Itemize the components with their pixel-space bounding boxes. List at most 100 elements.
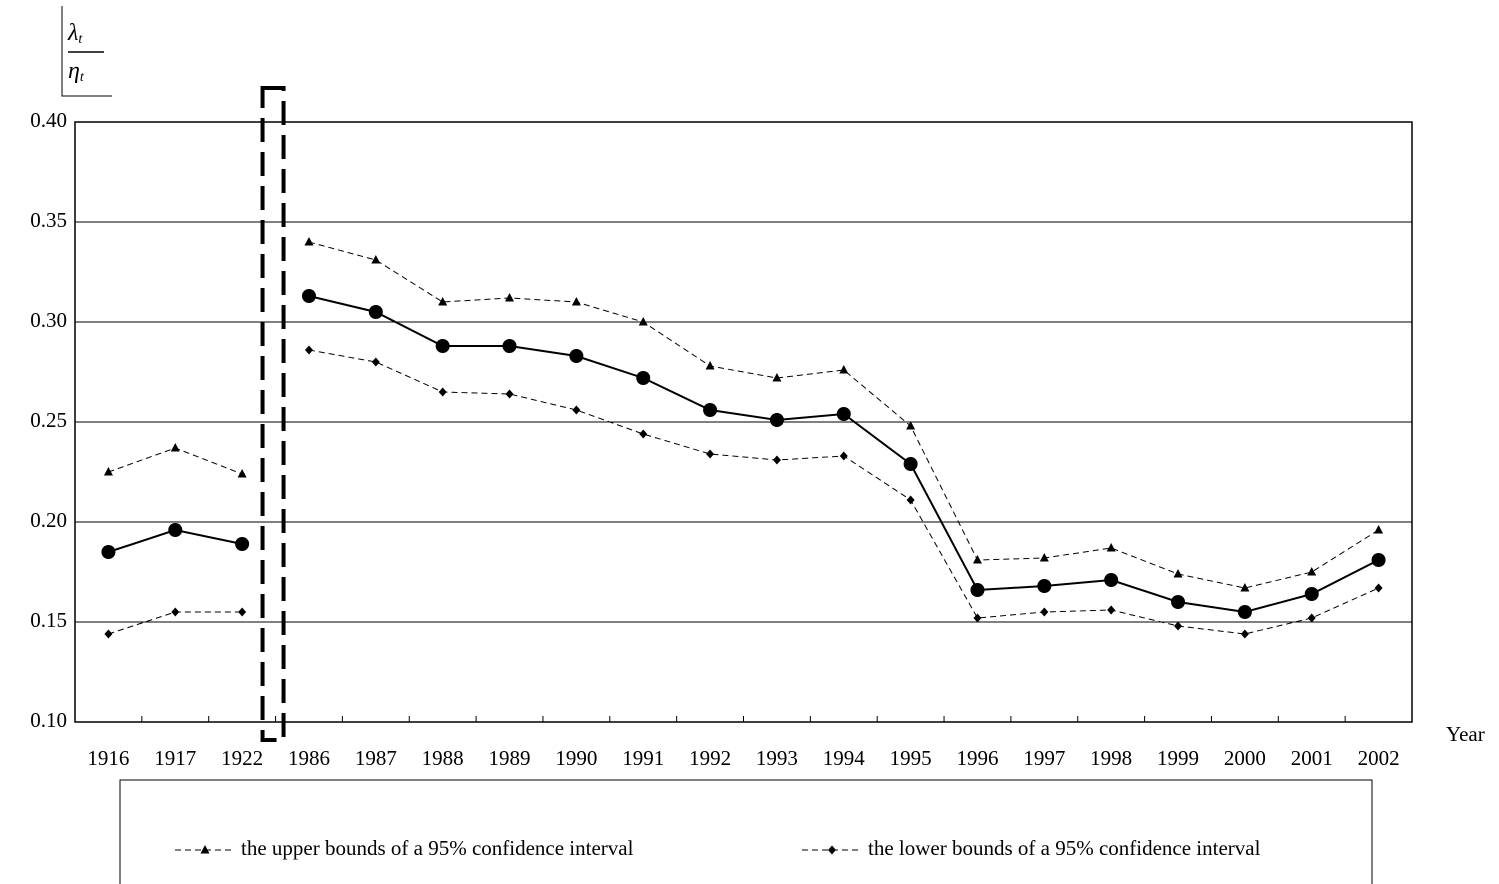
x-tick-label: 1995 [890, 746, 932, 770]
x-tick-label: 1991 [622, 746, 664, 770]
marker-diamond [1174, 621, 1183, 631]
legend-label: the upper bounds of a 95% confidence int… [241, 836, 634, 860]
ylabel-numerator: λt [67, 20, 83, 48]
marker-triangle [1106, 543, 1116, 552]
marker-diamond [1240, 629, 1249, 639]
marker-circle [1037, 579, 1052, 593]
marker-triangle [638, 317, 648, 326]
y-tick-label: 0.35 [30, 208, 67, 232]
x-tick-label: 1916 [87, 746, 129, 770]
marker-diamond [839, 451, 848, 461]
marker-triangle [200, 845, 210, 854]
marker-diamond [772, 455, 781, 465]
marker-triangle [839, 365, 849, 374]
marker-circle [769, 413, 784, 427]
x-tick-label: 1997 [1023, 746, 1065, 770]
marker-diamond [1307, 613, 1316, 623]
marker-triangle [1039, 553, 1049, 562]
marker-circle [1104, 573, 1119, 587]
y-tick-label: 0.20 [30, 508, 67, 532]
y-tick-label: 0.15 [30, 608, 67, 632]
x-tick-label: 2002 [1358, 746, 1400, 770]
marker-triangle [1307, 567, 1317, 576]
y-tick-label: 0.25 [30, 408, 67, 432]
marker-triangle [1374, 525, 1384, 534]
marker-triangle [237, 469, 247, 478]
marker-circle [168, 523, 183, 537]
marker-triangle [304, 237, 314, 246]
marker-circle [101, 545, 116, 559]
y-tick-label: 0.40 [30, 108, 67, 132]
x-tick-label: 1993 [756, 746, 798, 770]
marker-circle [836, 407, 851, 421]
x-tick-label: 2001 [1291, 746, 1333, 770]
marker-circle [368, 305, 383, 319]
marker-diamond [706, 449, 715, 459]
marker-circle [1304, 587, 1319, 601]
marker-triangle [170, 443, 180, 452]
y-tick-label: 0.10 [30, 708, 67, 732]
marker-circle [235, 537, 250, 551]
marker-triangle [371, 255, 381, 264]
marker-diamond [1040, 607, 1049, 617]
marker-triangle [772, 373, 782, 382]
marker-circle [1171, 595, 1186, 609]
marker-circle [301, 289, 316, 303]
marker-circle [636, 371, 651, 385]
x-tick-label: 1988 [422, 746, 464, 770]
marker-circle [1371, 553, 1386, 567]
ylabel-denominator: ηt [68, 58, 85, 86]
marker-circle [1237, 605, 1252, 619]
x-tick-label: 1999 [1157, 746, 1199, 770]
marker-circle [502, 339, 517, 353]
marker-triangle [505, 293, 515, 302]
x-tick-label: 1989 [489, 746, 531, 770]
marker-diamond [371, 357, 380, 367]
marker-circle [703, 403, 718, 417]
marker-triangle [103, 467, 113, 476]
marker-diamond [1107, 605, 1116, 615]
marker-diamond [171, 607, 180, 617]
marker-triangle [906, 421, 916, 430]
marker-circle [569, 349, 584, 363]
x-tick-label: 1992 [689, 746, 731, 770]
marker-diamond [1374, 583, 1383, 593]
x-tick-label: 2000 [1224, 746, 1266, 770]
bound-line [308, 241, 1379, 589]
legend-box [119, 779, 1373, 884]
x-tick-label: 1998 [1090, 746, 1132, 770]
marker-diamond [104, 629, 113, 639]
x-axis-label: Year [1446, 722, 1485, 746]
marker-diamond [438, 387, 447, 397]
marker-diamond [973, 613, 982, 623]
marker-diamond [304, 345, 313, 355]
x-tick-label: 1994 [823, 746, 866, 770]
x-tick-label: 1922 [221, 746, 263, 770]
marker-circle [970, 583, 985, 597]
marker-diamond [572, 405, 581, 415]
marker-circle [435, 339, 450, 353]
legend-label: the lower bounds of a 95% confidence int… [868, 836, 1261, 860]
marker-diamond [238, 607, 247, 617]
x-tick-label: 1917 [154, 746, 196, 770]
marker-triangle [438, 297, 448, 306]
x-tick-label: 1987 [355, 746, 397, 770]
marker-triangle [972, 555, 982, 564]
marker-diamond [505, 389, 514, 399]
x-tick-label: 1986 [288, 746, 330, 770]
axis-break-frame [260, 86, 286, 742]
marker-triangle [705, 361, 715, 370]
y-tick-label: 0.30 [30, 308, 67, 332]
marker-diamond [828, 845, 836, 855]
marker-triangle [571, 297, 581, 306]
x-tick-label: 1990 [555, 746, 597, 770]
x-tick-label: 1996 [956, 746, 998, 770]
marker-triangle [1173, 569, 1183, 578]
marker-triangle [1240, 583, 1250, 592]
marker-circle [903, 457, 918, 471]
marker-diamond [639, 429, 648, 439]
ylabel-frame [61, 6, 112, 97]
marker-diamond [906, 495, 915, 505]
